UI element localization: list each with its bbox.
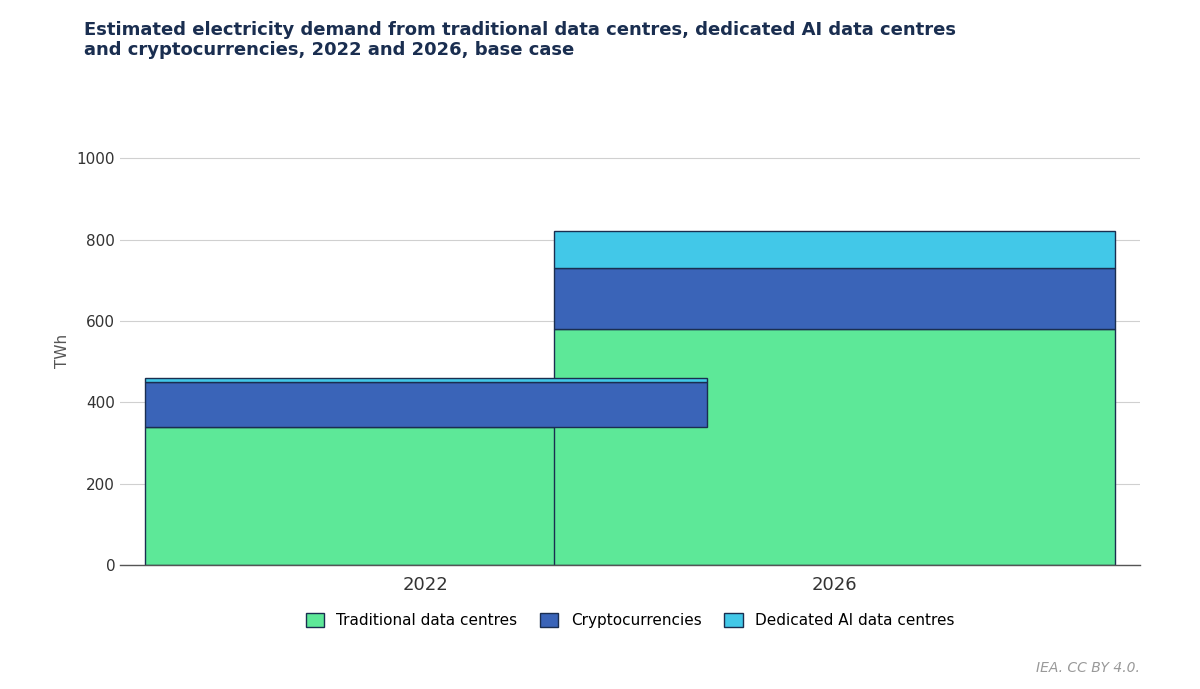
Text: Estimated electricity demand from traditional data centres, dedicated AI data ce: Estimated electricity demand from tradit… bbox=[84, 21, 956, 59]
Y-axis label: TWh: TWh bbox=[55, 334, 70, 369]
Legend: Traditional data centres, Cryptocurrencies, Dedicated AI data centres: Traditional data centres, Cryptocurrenci… bbox=[300, 607, 960, 635]
Text: IEA. CC BY 4.0.: IEA. CC BY 4.0. bbox=[1036, 661, 1140, 675]
Bar bbox=[553, 268, 1115, 329]
Bar bbox=[145, 378, 707, 382]
Bar bbox=[553, 232, 1115, 268]
Bar bbox=[145, 426, 707, 565]
Bar bbox=[145, 382, 707, 426]
Bar bbox=[553, 329, 1115, 565]
